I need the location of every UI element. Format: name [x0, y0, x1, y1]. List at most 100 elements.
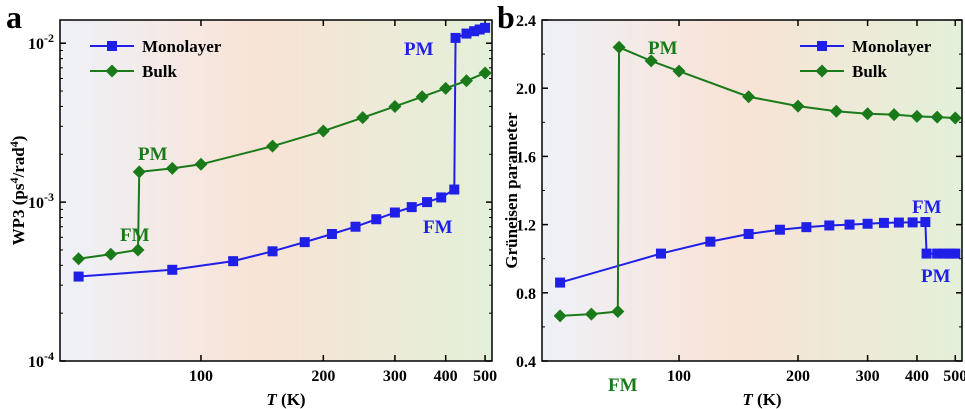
x-tick-label: 300: [383, 368, 407, 385]
data-point: [824, 220, 835, 231]
phase-annotation: FM: [608, 375, 638, 396]
plot-frame: [541, 19, 963, 362]
y-axis-title: WP3 (ps4/rad4): [7, 136, 28, 246]
data-point: [774, 224, 785, 235]
panel-letter: a: [6, 0, 22, 35]
legend-marker: [105, 64, 119, 78]
data-point: [921, 248, 932, 259]
series-monolayer: [555, 217, 961, 288]
x-axis-title: T (K): [742, 390, 781, 409]
data-point: [104, 247, 118, 261]
data-point: [459, 74, 473, 88]
annotations: PM FM FM PM: [608, 38, 951, 396]
legend-label: Monolayer: [852, 37, 932, 56]
legend-marker: [107, 41, 117, 51]
data-point: [644, 54, 658, 68]
data-point: [801, 222, 812, 233]
data-point: [791, 99, 805, 113]
data-point: [862, 218, 873, 229]
data-point: [194, 157, 208, 171]
data-point: [439, 81, 453, 95]
x-tick-label: 500: [473, 368, 497, 385]
y-tick-label: 10-3: [28, 190, 54, 212]
data-point: [478, 66, 492, 80]
x-tick-label: 400: [434, 368, 458, 385]
phase-annotation: PM: [921, 266, 951, 287]
data-point: [469, 26, 480, 37]
data-point: [389, 207, 400, 218]
data-point: [326, 228, 337, 239]
data-point: [73, 271, 84, 282]
x-tick-label: 200: [311, 368, 335, 385]
phase-annotation: FM: [120, 225, 150, 246]
y-tick-label: 10-2: [28, 31, 54, 53]
data-point: [945, 248, 956, 259]
series-bulk: [72, 66, 492, 266]
data-point: [350, 221, 361, 232]
data-point: [356, 111, 370, 125]
data-point: [72, 252, 86, 266]
data-point: [167, 264, 178, 275]
legend-label: Bulk: [852, 62, 888, 81]
data-point: [131, 243, 145, 257]
data-point: [584, 307, 598, 321]
data-point: [844, 219, 855, 230]
data-point: [449, 184, 460, 195]
series-bulk: [553, 40, 962, 323]
x-tick-label: 300: [856, 368, 880, 385]
legend-marker: [817, 41, 827, 51]
data-point: [920, 217, 931, 228]
panel-b: b 0.4 0.8 1.2 1.6 2.0 2.4 100 200 300 400 500 T (K) G…: [497, 0, 965, 409]
y-tick-label: 0.8: [516, 286, 536, 303]
legend-label: Bulk: [142, 62, 178, 81]
phase-annotation: PM: [404, 39, 434, 60]
data-point: [406, 202, 417, 213]
plot-background: [60, 20, 492, 361]
x-axis-ticks: 100 200 300 400 500: [667, 20, 965, 385]
y-axis-ticks: 0.4 0.8 1.2 1.6 2.0 2.4: [516, 13, 962, 371]
y-tick-label: 2.0: [516, 81, 536, 98]
data-point: [829, 104, 843, 118]
x-axis-ticks: 100 200 300 400 500: [189, 20, 497, 385]
phase-annotation: FM: [912, 197, 942, 218]
data-point: [887, 108, 901, 122]
legend: Monolayer Bulk: [800, 37, 932, 81]
y-tick-label: 10-4: [28, 349, 54, 371]
x-tick-label: 200: [786, 368, 810, 385]
data-point: [611, 305, 625, 319]
x-tick-label: 100: [667, 368, 691, 385]
x-tick-label: 500: [943, 368, 965, 385]
data-point: [480, 22, 491, 33]
y-tick-label: 1.6: [516, 149, 536, 166]
data-point: [316, 124, 330, 138]
annotations: PM FM PM FM: [120, 39, 453, 246]
data-point: [930, 110, 944, 124]
phase-annotation: FM: [423, 217, 453, 238]
data-point: [266, 139, 280, 153]
data-point: [228, 256, 239, 267]
plot-background: [542, 20, 962, 361]
data-point: [165, 161, 179, 175]
data-point: [436, 192, 447, 203]
data-point: [878, 217, 889, 228]
phase-annotation: PM: [648, 38, 678, 59]
data-point: [742, 90, 756, 104]
data-point: [388, 99, 402, 113]
data-point: [299, 237, 310, 248]
data-point: [371, 214, 382, 225]
data-point: [422, 197, 433, 208]
data-point: [705, 236, 716, 247]
data-point: [415, 90, 429, 104]
y-tick-label: 2.4: [516, 13, 536, 30]
data-point: [461, 28, 472, 39]
y-axis-title: Grüneisen parameter: [502, 112, 521, 269]
data-point: [474, 24, 485, 35]
panel-letter: b: [497, 0, 515, 35]
data-point: [893, 217, 904, 228]
data-point: [612, 40, 626, 54]
data-point: [450, 32, 461, 43]
data-point: [267, 246, 278, 257]
data-point: [132, 165, 146, 179]
data-point: [861, 107, 875, 121]
